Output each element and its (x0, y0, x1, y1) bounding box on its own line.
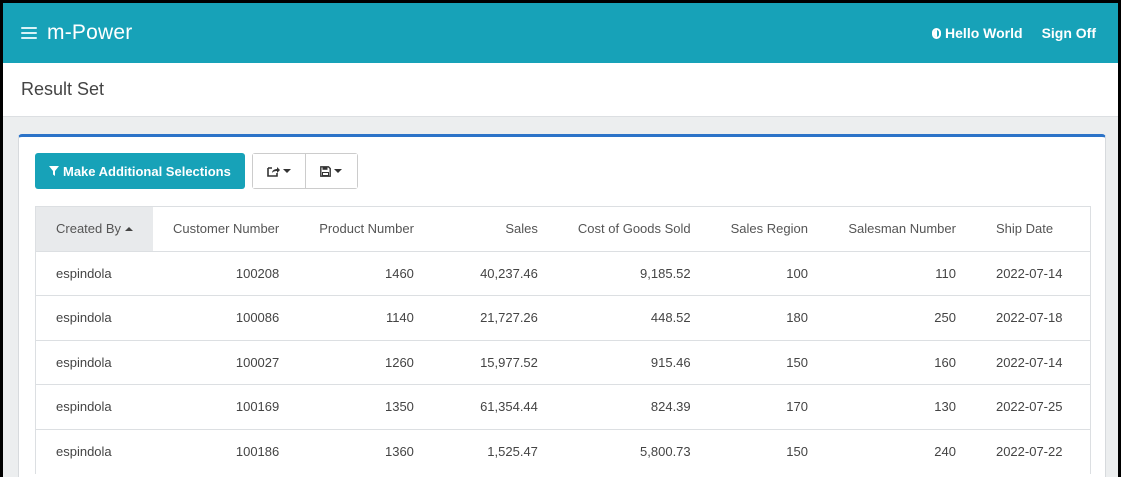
cell-product-number: 1350 (299, 384, 434, 429)
result-table: Created By Customer Number Product Numbe… (35, 206, 1091, 474)
cell-ship-date: 2022-07-18 (975, 295, 1091, 340)
cell-customer-number: 100027 (153, 339, 300, 385)
cell-ship-date: 2022-07-22 (975, 428, 1091, 474)
column-header-customer-number[interactable]: Customer Number (153, 206, 300, 251)
user-icon (932, 27, 942, 39)
make-additional-selections-label: Make Additional Selections (63, 163, 231, 179)
cell-salesman-number: 110 (827, 250, 976, 296)
cell-cost-of-goods-sold: 448.52 (557, 295, 711, 340)
result-table-container: Created By Customer Number Product Numbe… (35, 206, 1091, 474)
cell-sales: 15,977.52 (433, 339, 558, 385)
cell-product-number: 1260 (299, 339, 434, 385)
cell-customer-number: 100169 (153, 384, 300, 429)
top-navbar: m-Power Hello World Sign Off (3, 3, 1118, 63)
cell-sales-region: 150 (710, 339, 828, 385)
chevron-down-icon (334, 169, 343, 173)
table-row[interactable]: espindola 100027 1260 15,977.52 915.46 1… (35, 339, 1091, 385)
save-dropdown-button[interactable] (304, 154, 357, 188)
cell-sales: 1,525.47 (433, 428, 558, 474)
cell-product-number: 1460 (299, 250, 434, 296)
sort-ascending-icon (125, 227, 134, 232)
column-header-sales[interactable]: Sales (433, 206, 558, 251)
filter-icon (49, 166, 59, 176)
save-icon (320, 165, 332, 177)
cell-salesman-number: 160 (827, 339, 976, 385)
cell-ship-date: 2022-07-25 (975, 384, 1091, 429)
cell-sales-region: 100 (710, 250, 828, 296)
cell-salesman-number: 250 (827, 295, 976, 340)
cell-customer-number: 100086 (153, 295, 300, 340)
cell-product-number: 1360 (299, 428, 434, 474)
cell-cost-of-goods-sold: 824.39 (557, 384, 711, 429)
cell-created-by: espindola (35, 250, 154, 296)
cell-customer-number: 100208 (153, 250, 300, 296)
column-header-salesman-number[interactable]: Salesman Number (827, 206, 976, 251)
brand: m-Power (21, 21, 132, 45)
toolbar: Make Additional Selections (35, 153, 358, 189)
table-row[interactable]: espindola 100208 1460 40,237.46 9,185.52… (35, 250, 1091, 296)
make-additional-selections-button[interactable]: Make Additional Selections (35, 153, 245, 189)
cell-salesman-number: 240 (827, 428, 976, 474)
sign-off-link[interactable]: Sign Off (1041, 25, 1096, 41)
table-row[interactable]: espindola 100169 1350 61,354.44 824.39 1… (35, 384, 1091, 429)
chevron-down-icon (282, 169, 291, 173)
cell-sales-region: 150 (710, 428, 828, 474)
cell-customer-number: 100186 (153, 428, 300, 474)
cell-created-by: espindola (35, 384, 154, 429)
table-header-row: Created By Customer Number Product Numbe… (35, 206, 1091, 251)
cell-ship-date: 2022-07-14 (975, 339, 1091, 385)
result-card: Make Additional Selections (18, 134, 1106, 477)
page-header: Result Set (3, 63, 1118, 117)
cell-created-by: espindola (35, 295, 154, 340)
hamburger-menu-icon[interactable] (21, 27, 37, 39)
share-icon (267, 166, 280, 177)
app-frame: m-Power Hello World Sign Off Result Set … (3, 3, 1118, 477)
table-row[interactable]: espindola 100086 1140 21,727.26 448.52 1… (35, 295, 1091, 340)
cell-sales-region: 170 (710, 384, 828, 429)
column-header-cost-of-goods-sold[interactable]: Cost of Goods Sold (557, 206, 711, 251)
cell-sales: 21,727.26 (433, 295, 558, 340)
cell-ship-date: 2022-07-14 (975, 250, 1091, 296)
page-title: Result Set (21, 79, 105, 99)
cell-cost-of-goods-sold: 915.46 (557, 339, 711, 385)
brand-name[interactable]: m-Power (47, 21, 133, 44)
cell-cost-of-goods-sold: 5,800.73 (557, 428, 711, 474)
column-header-product-number[interactable]: Product Number (299, 206, 434, 251)
user-name: Hello World (945, 25, 1023, 41)
nav-right: Hello World Sign Off (932, 25, 1096, 41)
cell-created-by: espindola (35, 339, 154, 385)
table-row[interactable]: espindola 100186 1360 1,525.47 5,800.73 … (35, 428, 1091, 474)
cell-salesman-number: 130 (827, 384, 976, 429)
column-header-created-by[interactable]: Created By (35, 206, 154, 251)
cell-product-number: 1140 (299, 295, 434, 340)
cell-sales: 61,354.44 (433, 384, 558, 429)
share-dropdown-button[interactable] (252, 154, 305, 188)
column-header-ship-date[interactable]: Ship Date (975, 206, 1091, 251)
cell-sales: 40,237.46 (433, 250, 558, 296)
cell-cost-of-goods-sold: 9,185.52 (557, 250, 711, 296)
user-menu[interactable]: Hello World (932, 25, 1023, 41)
cell-created-by: espindola (35, 428, 154, 474)
column-header-sales-region[interactable]: Sales Region (710, 206, 828, 251)
cell-sales-region: 180 (710, 295, 828, 340)
export-button-group (251, 153, 358, 189)
